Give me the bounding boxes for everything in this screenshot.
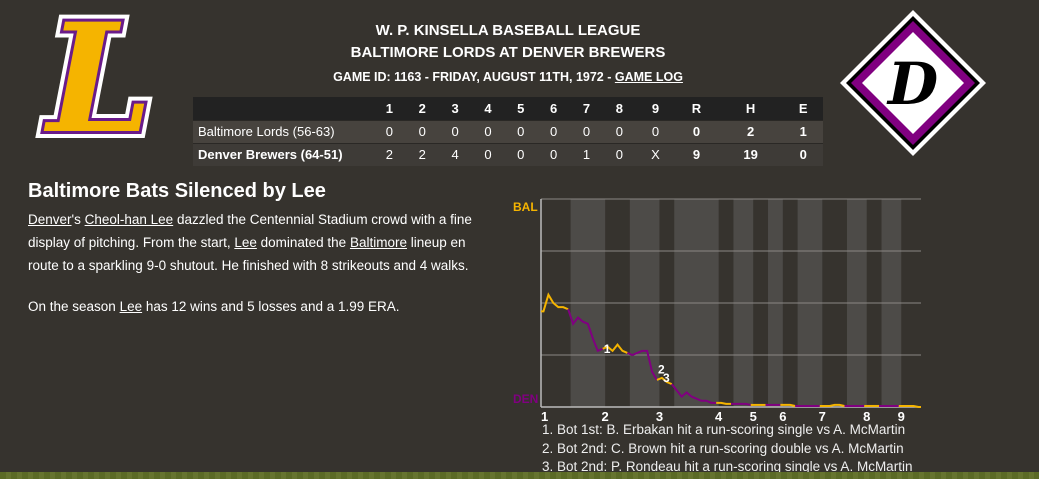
x-tick-label: 3 — [656, 409, 663, 422]
column-header: H — [717, 97, 784, 120]
score-cell: 19 — [717, 142, 784, 166]
story-paragraph: On the season Lee has 12 wins and 5 loss… — [28, 295, 498, 318]
score-cell: 0 — [504, 119, 538, 143]
matchup-title: BALTIMORE LORDS AT DENVER BREWERS — [350, 44, 666, 61]
score-cell: 1 — [783, 119, 823, 143]
column-header: 6 — [537, 97, 571, 120]
x-tick-label: 1 — [541, 409, 548, 422]
score-cell: 0 — [537, 119, 571, 143]
text: On the season — [28, 299, 120, 314]
x-tick-label: 8 — [863, 409, 870, 422]
game-id-date: GAME ID: 1163 - FRIDAY, AUGUST 11TH, 197… — [333, 70, 615, 84]
win-probability-line-segment — [656, 376, 673, 386]
score-cell: 1 — [570, 142, 603, 166]
column-header — [193, 97, 373, 120]
x-tick-label: 6 — [779, 409, 786, 422]
column-header: E — [783, 97, 823, 120]
team-link[interactable]: Denver — [28, 212, 72, 227]
win-probability-line-segment — [780, 403, 796, 407]
win-probability-line-segment — [541, 292, 569, 313]
linescore-row: Denver Brewers (64-51) 2 2 4 0 0 0 1 0 X 9 19 0 — [193, 142, 823, 166]
win-probability-line-segment — [898, 404, 921, 408]
player-link[interactable]: Lee — [234, 235, 257, 250]
home-team-logo: D — [838, 8, 988, 163]
score-cell: 0 — [635, 119, 676, 143]
game-info: GAME ID: 1163 - FRIDAY, AUGUST 11TH, 197… — [193, 70, 823, 84]
linescore-row: Baltimore Lords (56-63) 0 0 0 0 0 0 0 0 0 0 2 1 — [193, 119, 823, 143]
score-cell: 0 — [675, 119, 718, 143]
score-cell: X — [635, 142, 676, 166]
score-cell: 0 — [570, 119, 603, 143]
score-cell: 4 — [438, 142, 472, 166]
win-probability-line-segment — [731, 402, 751, 406]
column-header: 9 — [635, 97, 676, 120]
score-cell: 0 — [504, 142, 538, 166]
x-tick-label: 5 — [750, 409, 757, 422]
team-name: Baltimore Lords (56-63) — [193, 119, 373, 143]
win-probability-line-segment — [602, 342, 628, 354]
column-header: 8 — [602, 97, 636, 120]
score-cell: 2 — [373, 142, 406, 166]
svg-text:L: L — [43, 6, 152, 146]
svg-text:D: D — [886, 50, 938, 118]
win-probability-line-segment — [819, 403, 845, 407]
score-cell: 0 — [783, 142, 823, 166]
chart-note: 1. Bot 1st: B. Erbakan hit a run-scoring… — [542, 422, 906, 437]
annotation-label: 3 — [663, 371, 670, 385]
x-tick-label: 9 — [898, 409, 905, 422]
chart-note: 2. Bot 2nd: C. Brown hit a run-scoring d… — [542, 441, 904, 456]
column-header: 7 — [570, 97, 603, 120]
team-name: Denver Brewers (64-51) — [193, 142, 373, 166]
score-cell: 2 — [405, 142, 439, 166]
team-link[interactable]: Baltimore — [349, 235, 407, 250]
score-cell: 0 — [602, 119, 636, 143]
win-probability-line-segment — [626, 349, 658, 381]
column-header: 3 — [438, 97, 472, 120]
y-bottom-label: DEN — [513, 392, 538, 406]
column-header: R — [675, 97, 718, 120]
win-probability-line-segment — [670, 383, 717, 404]
chart-note: 3. Bot 2nd: P. Rondeau hit a run-scoring… — [542, 459, 913, 474]
score-cell: 0 — [537, 142, 571, 166]
text: has 12 wins and 5 losses and a 1.99 ERA. — [142, 299, 400, 314]
league-title: W. P. KINSELLA BASEBALL LEAGUE — [375, 22, 641, 39]
column-header: 1 — [373, 97, 406, 120]
game-log-link[interactable]: GAME LOG — [614, 70, 683, 84]
score-cell: 0 — [471, 142, 505, 166]
text: dazzled the Centennial Stadium crowd wit… — [28, 212, 472, 250]
x-tick-label: 7 — [819, 409, 826, 422]
score-cell: 0 — [471, 119, 505, 143]
win-probability-line-segment — [716, 401, 731, 405]
story-headline: Baltimore Bats Silenced by Lee — [28, 180, 326, 202]
x-tick-label: 2 — [602, 409, 609, 422]
score-cell: 0 — [438, 119, 472, 143]
y-top-label: BAL — [513, 200, 538, 214]
away-team-logo: L L — [30, 0, 170, 174]
score-cell: 0 — [373, 119, 406, 143]
score-cell: 0 — [405, 119, 439, 143]
story-paragraph: Denver's Cheol-han Lee dazzled the Cente… — [28, 208, 498, 277]
column-header: 5 — [504, 97, 538, 120]
annotation-label: 1 — [604, 342, 611, 356]
x-tick-label: 4 — [715, 409, 723, 422]
column-header: 2 — [405, 97, 439, 120]
score-cell: 2 — [717, 119, 784, 143]
text: 's — [71, 212, 85, 227]
score-cell: 9 — [675, 142, 718, 166]
win-probability-line-segment — [567, 308, 604, 353]
grass-strip — [0, 472, 1039, 479]
text: dominated the — [256, 235, 350, 250]
column-header: 4 — [471, 97, 505, 120]
score-cell: 0 — [602, 142, 636, 166]
text: lineup en route to a sparkling 9-0 shuto… — [28, 235, 469, 273]
player-link[interactable]: Lee — [119, 299, 143, 314]
annotation-label: 2 — [658, 363, 665, 377]
svg-text:L: L — [43, 6, 152, 146]
player-link[interactable]: Cheol-han Lee — [84, 212, 174, 227]
